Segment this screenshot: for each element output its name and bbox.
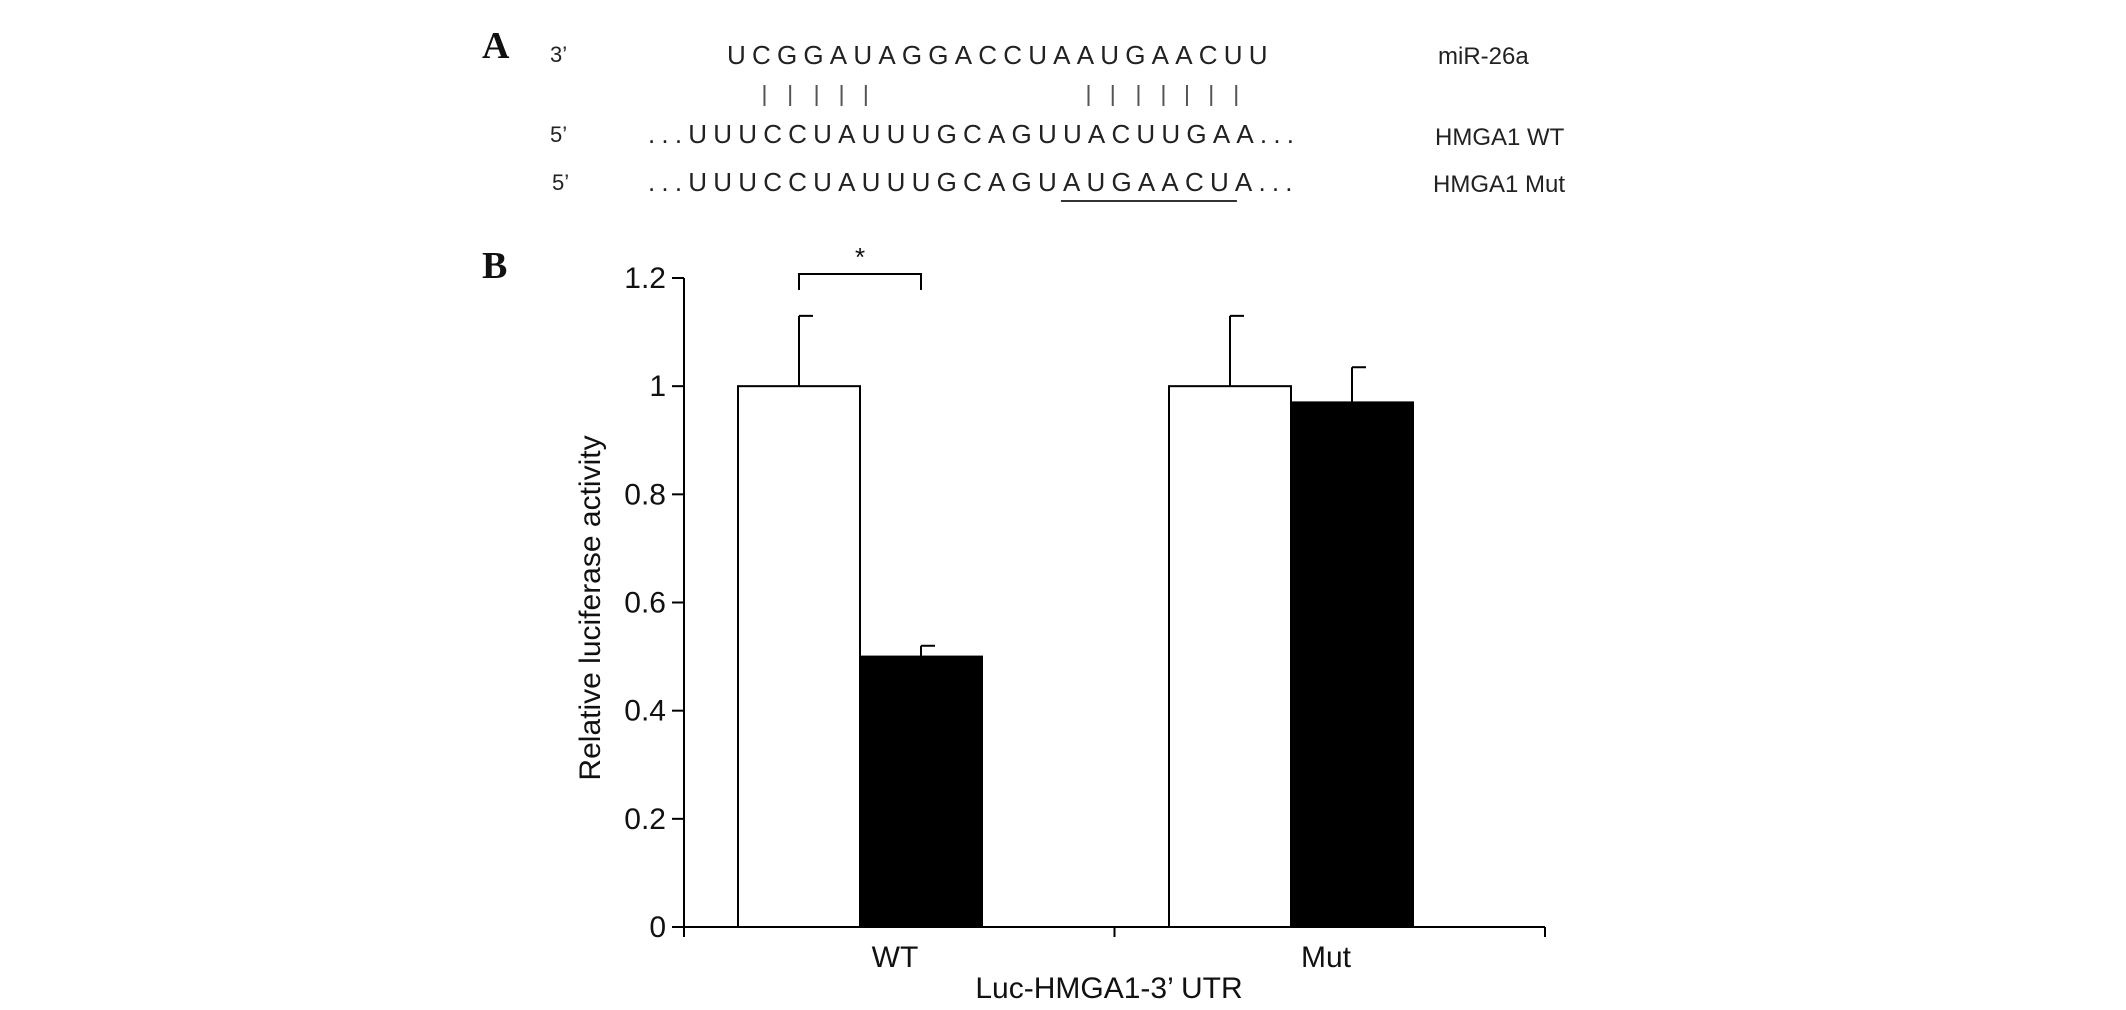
y-tick-label: 0.6	[624, 587, 666, 620]
mut-name-label: HMGA1 Mut	[1433, 171, 1565, 198]
panel-b-label: B	[482, 245, 507, 287]
y-axis-title: Relative luciferase activity	[574, 435, 607, 780]
mirna-end-label: 3’	[550, 42, 567, 67]
bar-mut-series-1	[1168, 385, 1292, 928]
bar-wt-series-2	[859, 655, 983, 928]
y-tick-label: 0.4	[624, 695, 666, 728]
x-axis-title: Luc-HMGA1-3’ UTR	[975, 972, 1242, 1005]
panel-a-sequence-alignment: A 3’ UCGGAUAGGACCUAAUGAACUU miR-26a 5’ .…	[482, 25, 1565, 202]
mut-end-label: 5’	[552, 170, 569, 195]
mirna-row: 3’ UCGGAUAGGACCUAAUGAACUU miR-26a	[550, 40, 1529, 70]
x-axis: WT Mut	[683, 926, 1546, 974]
significance-annotations: *	[798, 242, 922, 290]
wt-utr-sequence: ...UUUCCUAUUUGCAGUUACUUGAA...	[648, 119, 1300, 149]
wt-name-label: HMGA1 WT	[1435, 124, 1565, 151]
base-pairing-lines	[763, 85, 1238, 106]
bar-wt-series-1	[737, 385, 861, 928]
mut-utr-sequence: ...UUUCCUAUUUGCAGUAUGAACUA...	[648, 167, 1299, 197]
y-axis: 0 0.2 0.4 0.6 0.8 1 1.2	[624, 262, 685, 944]
y-tick-label: 0.8	[624, 478, 666, 511]
significance-bracket	[798, 273, 922, 290]
panel-b-bar-chart: B 0 0.2 0.4 0.6 0.8 1 1.2 WT Mut * Relative luc…	[482, 242, 1546, 1005]
panel-a-label: A	[482, 25, 510, 67]
y-tick-label: 0	[649, 911, 666, 944]
x-tick-label-mut: Mut	[1301, 941, 1352, 974]
significance-asterisk: *	[855, 242, 865, 272]
mirna-name-label: miR-26a	[1438, 43, 1529, 70]
y-tick-label: 0.2	[624, 803, 666, 836]
wt-end-label: 5’	[550, 122, 567, 147]
bars-layer	[737, 385, 1414, 928]
wt-utr-row: 5’ ...UUUCCUAUUUGCAGUUACUUGAA... HMGA1 W…	[550, 119, 1565, 151]
error-bars-layer	[798, 314, 1366, 657]
bar-mut-series-2	[1290, 401, 1414, 928]
mut-utr-row: 5’ ...UUUCCUAUUUGCAGUAUGAACUA... HMGA1 M…	[552, 167, 1565, 202]
mirna-sequence: UCGGAUAGGACCUAAUGAACUU	[727, 40, 1274, 70]
x-tick-label-wt: WT	[872, 941, 919, 974]
y-tick-label: 1.2	[624, 262, 666, 295]
y-tick-label: 1	[649, 370, 666, 403]
